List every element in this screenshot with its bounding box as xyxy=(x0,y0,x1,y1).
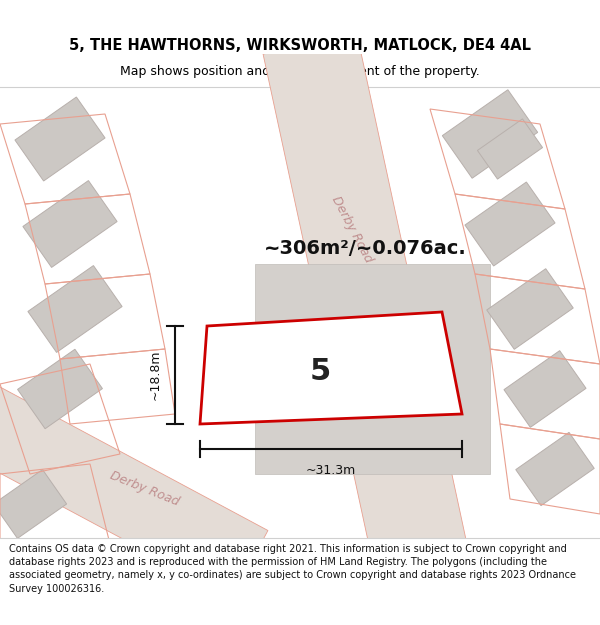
Bar xyxy=(17,349,103,429)
Polygon shape xyxy=(263,34,467,564)
Bar xyxy=(0,469,67,538)
Bar xyxy=(28,266,122,352)
Text: ~306m²/~0.076ac.: ~306m²/~0.076ac. xyxy=(263,239,466,259)
Polygon shape xyxy=(200,312,462,424)
Bar xyxy=(516,432,594,506)
Polygon shape xyxy=(255,264,490,474)
Bar xyxy=(23,181,117,268)
Bar xyxy=(15,97,105,181)
Text: Derby Road: Derby Road xyxy=(329,194,375,264)
Text: 5, THE HAWTHORNS, WIRKSWORTH, MATLOCK, DE4 4AL: 5, THE HAWTHORNS, WIRKSWORTH, MATLOCK, D… xyxy=(69,38,531,53)
Text: Contains OS data © Crown copyright and database right 2021. This information is : Contains OS data © Crown copyright and d… xyxy=(9,544,576,594)
Polygon shape xyxy=(0,381,268,598)
Bar xyxy=(478,119,542,179)
Text: ~18.8m: ~18.8m xyxy=(149,350,161,400)
Text: ~31.3m: ~31.3m xyxy=(306,464,356,478)
Bar xyxy=(504,351,586,428)
Bar xyxy=(465,182,555,266)
Bar xyxy=(442,90,538,178)
Bar xyxy=(487,269,573,349)
Text: Derby Road: Derby Road xyxy=(109,469,182,509)
Text: 5: 5 xyxy=(310,357,331,386)
Text: Map shows position and indicative extent of the property.: Map shows position and indicative extent… xyxy=(120,66,480,78)
